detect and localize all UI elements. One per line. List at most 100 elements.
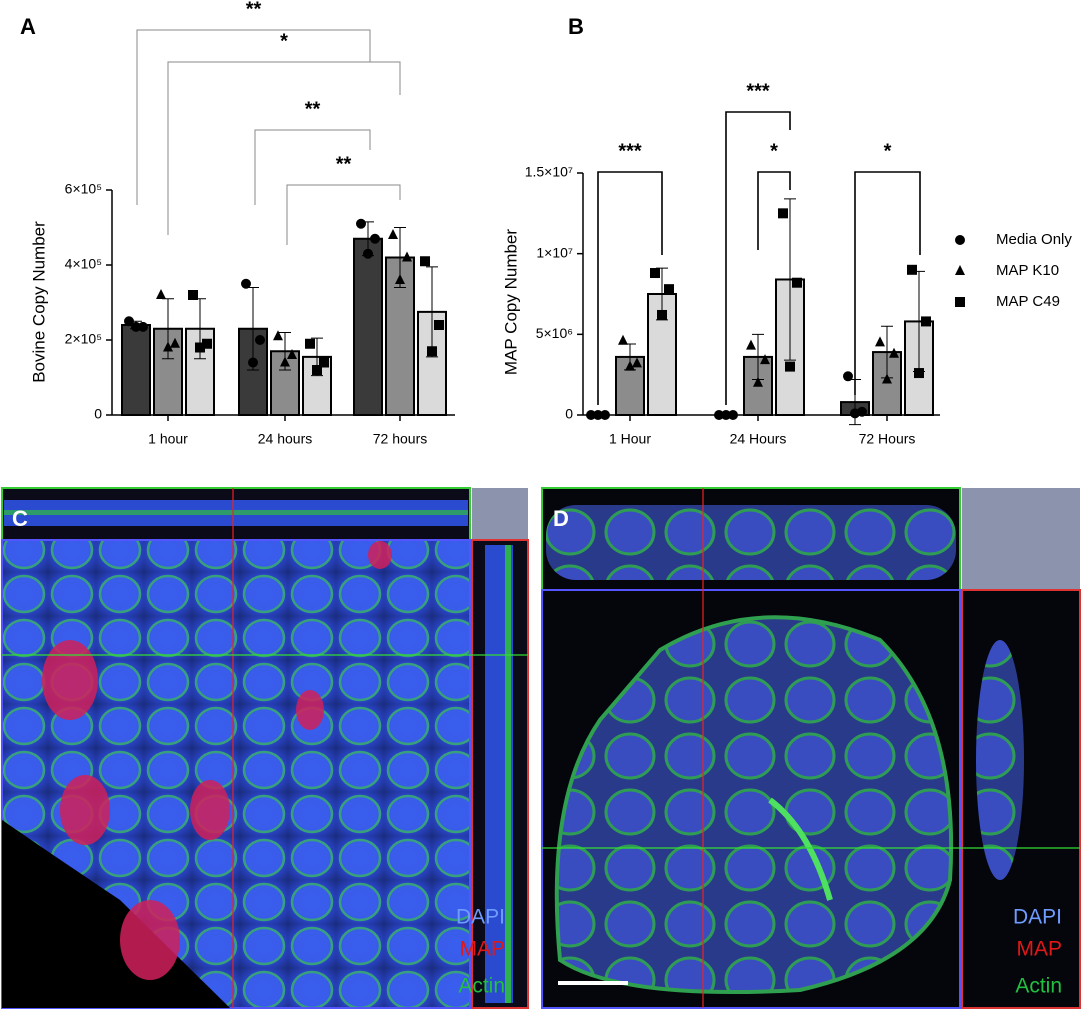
y-tick-label: 0 xyxy=(565,406,573,422)
x-tick-label: 1 Hour xyxy=(609,431,651,447)
y-tick-label: 5×10⁶ xyxy=(536,325,573,341)
data-point xyxy=(188,290,198,300)
data-point xyxy=(287,349,297,359)
significance-label: *** xyxy=(618,140,642,162)
data-point xyxy=(427,346,437,357)
data-point xyxy=(280,356,290,367)
data-point xyxy=(312,365,322,375)
data-point xyxy=(388,229,398,239)
data-point xyxy=(138,321,148,332)
data-point xyxy=(586,410,596,420)
data-point xyxy=(625,360,635,371)
channel-label: DAPI xyxy=(456,906,505,929)
data-point xyxy=(124,316,134,327)
significance-bracket xyxy=(757,171,791,250)
panel-d: D DAPI MAP Actin xyxy=(541,487,1081,1009)
data-point xyxy=(248,357,258,368)
y-tick-label: 1.5×10⁷ xyxy=(525,164,573,180)
yz-cells xyxy=(976,640,1024,880)
map-clusters xyxy=(42,541,392,980)
data-point xyxy=(721,410,731,420)
data-point xyxy=(434,320,444,330)
data-point xyxy=(955,297,965,307)
data-point xyxy=(370,233,380,244)
data-point xyxy=(728,410,738,420)
legend-label: Media Only xyxy=(996,231,1072,248)
data-point xyxy=(778,208,788,219)
data-point xyxy=(156,289,166,299)
data-point xyxy=(202,338,212,349)
data-point xyxy=(632,357,642,368)
data-point xyxy=(618,334,628,345)
data-point xyxy=(850,408,860,419)
data-point xyxy=(305,338,315,349)
corner xyxy=(962,488,1080,590)
data-point xyxy=(664,284,674,295)
error-bar xyxy=(426,266,438,358)
data-point xyxy=(195,342,205,353)
panel-c: C DAPI MAP Actin xyxy=(1,487,529,1009)
significance-bracket xyxy=(136,29,371,205)
data-point xyxy=(420,256,430,267)
data-point xyxy=(319,357,329,368)
xz-actin xyxy=(4,510,468,515)
data-point xyxy=(955,235,965,245)
significance-label: *** xyxy=(746,80,770,102)
data-point xyxy=(785,361,795,372)
data-point xyxy=(255,335,265,345)
significance-label: * xyxy=(280,30,288,52)
y-tick-label: 0 xyxy=(94,406,102,422)
data-point xyxy=(955,265,965,275)
y-axis-label: Bovine Copy Number xyxy=(29,221,48,383)
data-point xyxy=(889,347,899,358)
channel-label: Actin xyxy=(1015,975,1062,998)
y-tick-label: 6×10⁵ xyxy=(65,181,102,197)
data-point xyxy=(593,410,603,420)
data-point xyxy=(882,373,892,384)
y-axis-label: MAP Copy Number xyxy=(501,229,520,375)
data-point xyxy=(650,268,660,279)
significance-bracket xyxy=(286,184,401,245)
data-point xyxy=(792,277,802,288)
data-point xyxy=(170,337,180,348)
data-point xyxy=(914,368,924,379)
data-point xyxy=(395,274,405,284)
channel-label: MAP xyxy=(459,938,505,961)
error-bar xyxy=(784,198,796,361)
data-point xyxy=(241,278,251,289)
data-point xyxy=(875,336,885,347)
significance-bracket xyxy=(725,111,791,405)
significance-bracket xyxy=(854,171,921,395)
significance-label: * xyxy=(770,140,778,162)
significance-bracket xyxy=(254,129,371,205)
x-tick-label: 24 hours xyxy=(258,431,312,447)
y-tick-label: 1×10⁷ xyxy=(536,244,573,260)
data-point xyxy=(921,316,931,327)
panel-label: A xyxy=(20,14,36,39)
data-point xyxy=(746,339,756,350)
x-tick-label: 72 hours xyxy=(373,431,427,447)
data-point xyxy=(753,376,763,387)
data-point xyxy=(907,264,917,275)
bar xyxy=(353,237,383,416)
channel-label: DAPI xyxy=(1013,906,1062,929)
significance-label: ** xyxy=(246,0,262,20)
bar xyxy=(904,320,934,416)
channel-label: Actin xyxy=(458,975,505,998)
significance-label: * xyxy=(884,140,892,162)
data-point xyxy=(356,218,366,229)
y-tick-label: 4×10⁵ xyxy=(65,256,102,272)
panel-label: C xyxy=(12,506,28,531)
data-point xyxy=(131,321,141,332)
data-point xyxy=(760,354,770,365)
data-point xyxy=(843,371,853,382)
organoid xyxy=(554,615,954,994)
yz-actin xyxy=(505,545,511,1003)
data-point xyxy=(273,330,283,341)
significance-label: ** xyxy=(305,98,321,120)
data-point xyxy=(714,410,724,420)
channel-label: MAP xyxy=(1016,938,1062,961)
panel-label: D xyxy=(553,506,569,531)
data-point xyxy=(163,341,173,352)
